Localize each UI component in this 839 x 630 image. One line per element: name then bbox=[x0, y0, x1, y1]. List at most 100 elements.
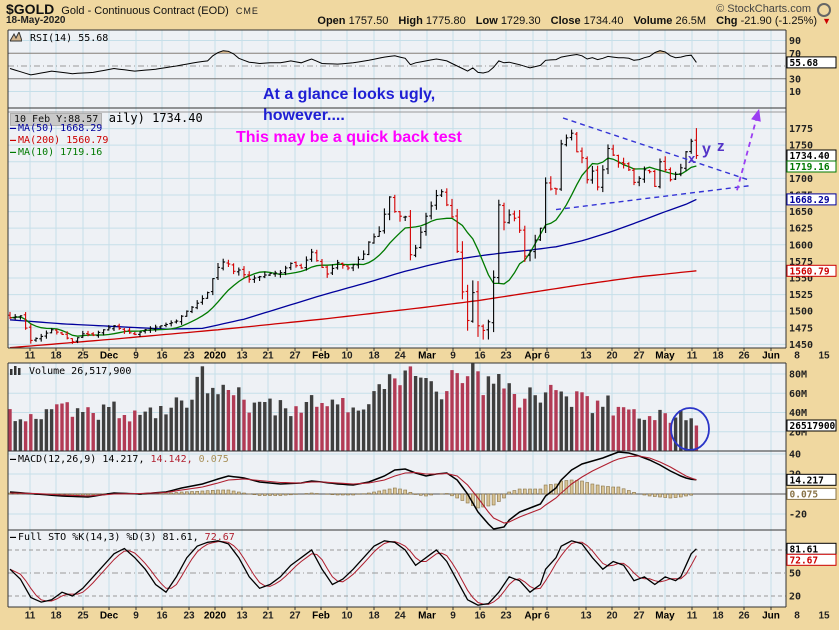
x-axis-label: 6 bbox=[544, 351, 550, 362]
x-axis-label: 13 bbox=[580, 351, 592, 362]
x-axis-label: 16 bbox=[156, 611, 168, 622]
low-value: 1729.30 bbox=[500, 15, 541, 27]
sto-d-value: 72.67 bbox=[198, 532, 235, 543]
y-axis-label: 1450 bbox=[789, 340, 813, 351]
axis-value-box-label: 1668.29 bbox=[790, 195, 830, 206]
x-axis-label: 11 bbox=[687, 611, 698, 622]
candlesticks bbox=[8, 128, 699, 344]
axis-value-box-label: 14.217 bbox=[790, 475, 824, 486]
x-axis-label: Feb bbox=[312, 611, 330, 622]
x-axis-label: 18 bbox=[368, 351, 380, 362]
rsi-legend: RSI(14) 55.68 bbox=[9, 30, 109, 45]
panel-borders bbox=[7, 29, 787, 610]
axis-value-box-label: 81.61 bbox=[790, 544, 819, 555]
breakout-arrow-shaft bbox=[736, 116, 758, 191]
rsi-area-icon bbox=[9, 30, 23, 45]
high-label: High bbox=[398, 15, 423, 27]
x-axis-label: Mar bbox=[418, 351, 436, 362]
close-value: 1734.40 bbox=[583, 15, 624, 27]
x-axis-label: 25 bbox=[77, 611, 89, 622]
x-axis-label: 18 bbox=[368, 611, 380, 622]
volume-highlight-ellipse bbox=[670, 407, 710, 451]
y-axis-label: 20M bbox=[789, 427, 807, 438]
axis-value-box bbox=[786, 553, 837, 566]
breakout-arrow-head bbox=[751, 108, 761, 122]
x-axis-label: 27 bbox=[633, 611, 645, 622]
chart-header: $GOLD Gold - Continuous Contract (EOD) C… bbox=[6, 1, 259, 17]
x-axis-label: 9 bbox=[133, 351, 139, 362]
ma200-line-icon: — bbox=[10, 135, 17, 146]
volume-panel bbox=[8, 363, 699, 452]
y-axis-label: 70 bbox=[789, 49, 801, 60]
chart-date: 18-May-2020 bbox=[6, 15, 66, 26]
x-axis-label: 18 bbox=[712, 611, 724, 622]
x-axis-label: 10 bbox=[341, 351, 353, 362]
y-axis-label: 1750 bbox=[789, 141, 813, 152]
x-axis-label: 9 bbox=[450, 351, 456, 362]
x-axis-label: 20 bbox=[606, 611, 618, 622]
quote-bar: Open 1757.50 High 1775.80 Low 1729.30 Cl… bbox=[310, 15, 831, 27]
x-axis-label: 23 bbox=[500, 611, 512, 622]
sto-legend: — Full STO %K(14,3) %D(3) 81.61, 72.67 bbox=[10, 532, 235, 543]
x-axis-label: 6 bbox=[544, 611, 550, 622]
axis-value-box-label: 1734.40 bbox=[790, 151, 830, 162]
x-axis-label: 8 bbox=[794, 351, 800, 362]
axis-value-box bbox=[786, 473, 837, 486]
x-axis-label: 21 bbox=[262, 351, 274, 362]
y-axis-label: 1500 bbox=[789, 307, 813, 318]
open-value: 1757.50 bbox=[348, 15, 389, 27]
y-axis-label: 40M bbox=[789, 408, 807, 419]
axis-value-box bbox=[786, 56, 837, 69]
annotation-line2: however.... bbox=[263, 107, 345, 124]
triangle-lower-trendline bbox=[555, 185, 751, 211]
wave-letter-z: z bbox=[717, 138, 725, 155]
y-axis-label: 90 bbox=[789, 36, 801, 47]
x-axis-label: 27 bbox=[289, 611, 301, 622]
axis-value-box bbox=[786, 487, 837, 500]
rsi-panel bbox=[9, 50, 697, 76]
rsi-legend-text: RSI(14) 55.68 bbox=[30, 33, 109, 44]
y-axis-label: 50 bbox=[789, 569, 801, 580]
macd-panel bbox=[8, 451, 697, 530]
price-legend-partial: aily) 1734.40 bbox=[108, 111, 203, 125]
x-axis-label: 9 bbox=[450, 611, 456, 622]
y-axis-label: 80M bbox=[789, 370, 807, 381]
axis-value-box-label: 1719.16 bbox=[790, 162, 830, 173]
annotation-line1: At a glance looks ugly, bbox=[263, 86, 436, 103]
x-axis-label: 20 bbox=[606, 351, 618, 362]
x-axis-label: 25 bbox=[77, 351, 89, 362]
y-axis-label: 20 bbox=[789, 592, 801, 603]
y-axis-label: 1575 bbox=[789, 257, 813, 268]
ma50-legend-text: MA(50) 1668.29 bbox=[18, 123, 103, 134]
crosshair-tooltip: 10 Feb Y:88.57 bbox=[10, 113, 103, 126]
exchange: CME bbox=[235, 6, 259, 16]
wave-letter-y: y bbox=[702, 141, 711, 158]
volume-label: Volume bbox=[633, 15, 673, 27]
axis-value-box bbox=[786, 160, 837, 173]
macd-line-icon: — bbox=[10, 454, 17, 465]
x-axis-label: 18 bbox=[50, 351, 62, 362]
volume-legend: Volume 26,517,900 bbox=[10, 365, 131, 378]
chg-down-triangle-icon: ▼ bbox=[822, 16, 831, 26]
symbol: $GOLD bbox=[6, 1, 55, 17]
y-axis-label: 1475 bbox=[789, 323, 813, 334]
macd-signal-value: 14.142, bbox=[144, 454, 193, 465]
x-axis-label: 16 bbox=[474, 351, 486, 362]
x-axis-labels: 11 18 25 Dec 9 16 23 2020 13 21 27 Feb 10 18 24 Mar 9 16 2… bbox=[25, 351, 830, 622]
ma50-line-icon: — bbox=[10, 123, 17, 134]
y-axis-label: 1700 bbox=[789, 174, 813, 185]
axis-value-box bbox=[786, 193, 837, 206]
x-axis-label: 18 bbox=[712, 351, 724, 362]
x-axis-label: 13 bbox=[236, 611, 248, 622]
x-axis-label: 18 bbox=[50, 611, 62, 622]
x-axis-label: Jun bbox=[762, 351, 780, 362]
annotation-line3: This may be a quick back test bbox=[236, 129, 462, 146]
x-axis-label: Jun bbox=[762, 611, 780, 622]
x-axis-label: 2020 bbox=[204, 611, 227, 622]
axis-value-box-label: 1560.79 bbox=[790, 266, 830, 277]
axis-value-box-label: 55.68 bbox=[790, 58, 819, 69]
x-axis-label: May bbox=[655, 351, 675, 362]
drawn-annotations: xy z bbox=[555, 108, 761, 451]
sto-line-icon: — bbox=[10, 532, 17, 543]
